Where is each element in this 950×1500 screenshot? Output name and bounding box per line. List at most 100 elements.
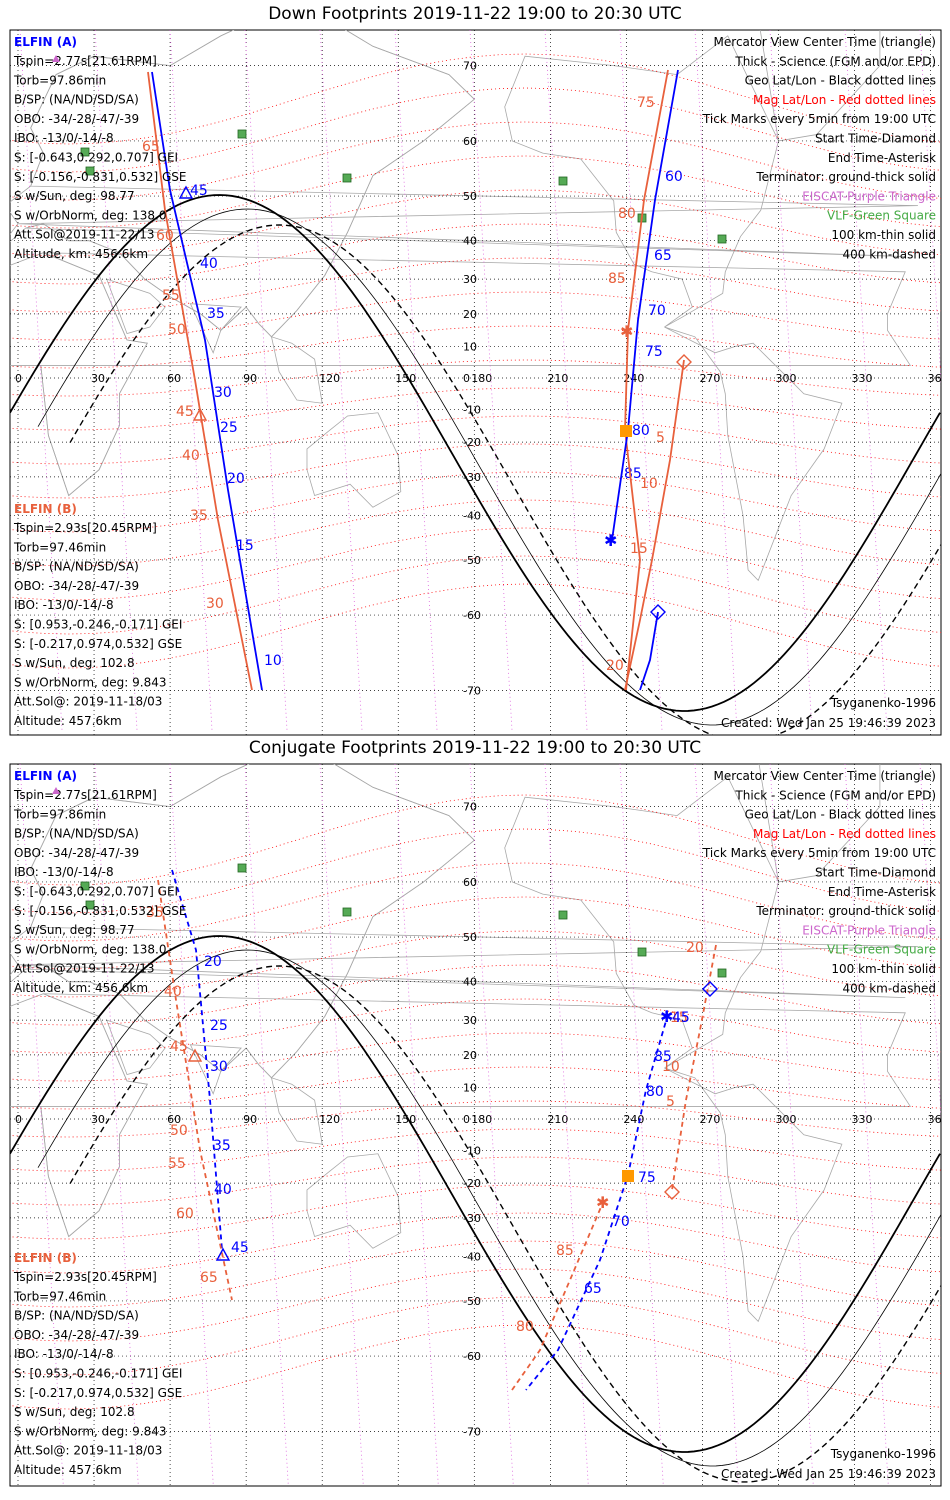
elfin-b-line: Torb=97.46min bbox=[13, 540, 106, 554]
geo-lon-label: 90 bbox=[243, 1113, 257, 1126]
terminator-100km bbox=[37, 949, 941, 1467]
mag-lat-gridline bbox=[10, 387, 941, 431]
land-outline bbox=[270, 336, 323, 404]
land-outline bbox=[189, 303, 242, 354]
land-outline bbox=[664, 326, 843, 582]
track-tick-label: 35 bbox=[146, 905, 164, 921]
vlf-station-square bbox=[717, 234, 727, 244]
geo-lon-label: 90 bbox=[243, 372, 257, 385]
track-labels: 2025303540453540455055606520151058580458… bbox=[146, 905, 704, 1335]
model-name: Tsyganenko-1996 bbox=[830, 696, 936, 710]
geo-lat-label: -50 bbox=[463, 554, 481, 567]
land-outline bbox=[10, 764, 475, 1079]
legend-entry: Thick - Science (FGM and/or EPD) bbox=[734, 54, 936, 68]
mag-lat-gridline bbox=[10, 291, 941, 341]
legend-entry: 100 km-thin solid bbox=[831, 228, 936, 242]
panel-1-title: Down Footprints 2019-11-22 19:00 to 20:3… bbox=[268, 4, 682, 24]
mag-lat-gridline bbox=[10, 1296, 941, 1376]
legend-entry: VLF-Green Square bbox=[827, 943, 936, 957]
legend-entry: Start Time-Diamond bbox=[815, 132, 936, 146]
mag-lat-gridline bbox=[10, 121, 941, 201]
geo-lat-label: 10 bbox=[463, 1081, 477, 1094]
vlf-station-square bbox=[85, 166, 95, 176]
mag-lat-gridline bbox=[10, 53, 941, 145]
track-tick-label: 40 bbox=[214, 1182, 232, 1198]
legend-entry: Geo Lat/Lon - Black dotted lines bbox=[745, 808, 936, 822]
geo-lat-label: -70 bbox=[463, 684, 481, 697]
elfin-b-line: Tspin=2.93s[20.45RPM] bbox=[13, 1270, 157, 1284]
track-tick-label: 75 bbox=[637, 95, 655, 111]
track-tick-label: 60 bbox=[176, 1206, 194, 1222]
geo-lat-label: 20 bbox=[463, 308, 477, 321]
mag-lat-gridline bbox=[10, 471, 941, 533]
track-tick-label: 35 bbox=[213, 1138, 231, 1154]
map-frame bbox=[9, 763, 942, 1487]
legend-entry: 400 km-dashed bbox=[842, 981, 936, 995]
elfin-b-center-triangle bbox=[187, 1048, 203, 1062]
track-tick-label: 20 bbox=[606, 658, 624, 674]
mag-lat-gridline bbox=[10, 499, 941, 567]
mag-lon-gridline bbox=[769, 764, 814, 1485]
legend-entry: Start Time-Diamond bbox=[815, 866, 936, 880]
mag-lon-gridline bbox=[544, 764, 589, 1485]
elfin-a-center-triangle bbox=[178, 185, 194, 199]
elfin-a-center-triangle bbox=[215, 1247, 231, 1261]
start-diamond bbox=[664, 1184, 680, 1200]
mag-lat-gridline bbox=[10, 223, 941, 285]
track-tick-label: 30 bbox=[214, 385, 232, 401]
mag-lat-gridline bbox=[10, 862, 941, 942]
track-tick-label: 10 bbox=[640, 476, 658, 492]
mag-lon-gridline bbox=[844, 764, 889, 1485]
mag-lon-gridline bbox=[469, 30, 513, 731]
end-asterisk: ✱ bbox=[620, 322, 633, 341]
track-tick-label: 10 bbox=[662, 1059, 680, 1075]
land-outline bbox=[189, 1044, 242, 1095]
elfin-b-line: IBO: -13/0/-14/-8 bbox=[14, 1347, 114, 1361]
end-asterisk: ✱ bbox=[660, 1007, 673, 1026]
mag-lon-gridline bbox=[694, 30, 738, 731]
map-panel-2: 0 30 60 90 120 150 180 210 240 270 300 330 360706050… bbox=[9, 763, 942, 1487]
geo-lon-label: 0 bbox=[15, 1113, 22, 1126]
track-tick-label: 65 bbox=[142, 139, 160, 155]
elfin-a-line: Altitude, km: 456.6km bbox=[14, 247, 148, 261]
terminator-100km bbox=[37, 208, 941, 726]
elfin-a-info: ELFIN (A) Tspin=2.77s[21.61RPM] Torb=97.86… bbox=[13, 35, 187, 261]
elfin-a-line: IBO: -13/0/-14/-8 bbox=[14, 131, 114, 145]
track-tick-label: 45 bbox=[231, 1240, 249, 1256]
elfin-a-line: S: [-0.643,0.292,0.707] GEI bbox=[14, 885, 178, 899]
vlf-station-square bbox=[85, 900, 95, 910]
elfin-a-name: ELFIN (A) bbox=[14, 769, 77, 783]
mag-lon-gridline bbox=[394, 764, 439, 1485]
track-tick-label: 40 bbox=[200, 256, 218, 272]
track-tick-label: 85 bbox=[608, 271, 626, 287]
mag-lat-gridline bbox=[10, 189, 941, 257]
mag-lat-gridline bbox=[10, 1032, 941, 1082]
track-tick-label: 55 bbox=[162, 288, 180, 304]
legend-entry: Tick Marks every 5min from 19:00 UTC bbox=[702, 112, 936, 126]
eiscat-triangle bbox=[52, 55, 60, 62]
legend-entry: Mercator View Center Time (triangle) bbox=[714, 769, 936, 783]
elfin-a-line: S w/OrbNorm, deg: 138.0 bbox=[14, 208, 166, 222]
mag-lat-gridline bbox=[10, 896, 941, 970]
track-tick-label: 60 bbox=[665, 169, 683, 185]
track-tick-label: 45 bbox=[190, 183, 208, 199]
legend: Mercator View Center Time (triangle) Thic… bbox=[702, 35, 936, 261]
end-asterisk: ✱ bbox=[596, 1193, 609, 1212]
mag-lon-gridline bbox=[544, 30, 588, 731]
track-tick-label: 50 bbox=[170, 1123, 188, 1139]
track-labels: 65 60 55 50 45 40 35 30 45 40 35 30 25 20 15 10 75 80 85 5 1… bbox=[142, 95, 683, 674]
legend-entry: Terminator: ground-thick solid bbox=[755, 170, 936, 184]
mag-lat-gridline bbox=[10, 1212, 941, 1274]
elfin-b-line: Att.Sol@: 2019-11-18/03 bbox=[14, 695, 162, 709]
geo-lat-label: 20 bbox=[463, 1049, 477, 1062]
elfin-b-line: S w/Sun, deg: 102.8 bbox=[14, 1405, 135, 1419]
elfin-b-line: Altitude: 457.6km bbox=[14, 714, 122, 728]
start-diamond bbox=[676, 354, 692, 370]
legend-entry: 400 km-dashed bbox=[842, 247, 936, 261]
legend-entry: Mercator View Center Time (triangle) bbox=[714, 35, 936, 49]
track-tick-label: 35 bbox=[190, 508, 208, 524]
geo-lon-label: 270 bbox=[699, 1113, 720, 1126]
map-content: 0 30 60 90 120 150 180 210 240 270 300 330 360706050… bbox=[10, 764, 941, 1486]
land-outline bbox=[106, 1019, 166, 1076]
